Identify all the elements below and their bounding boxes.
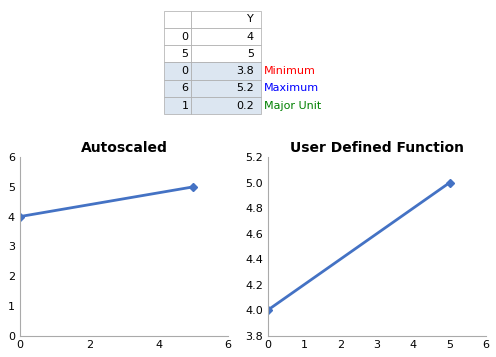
Title: User Defined Function: User Defined Function — [290, 141, 464, 155]
Title: Autoscaled: Autoscaled — [80, 141, 168, 155]
Text: Maximum: Maximum — [264, 83, 319, 94]
Text: Major Unit: Major Unit — [264, 101, 321, 111]
Text: Minimum: Minimum — [264, 66, 315, 76]
